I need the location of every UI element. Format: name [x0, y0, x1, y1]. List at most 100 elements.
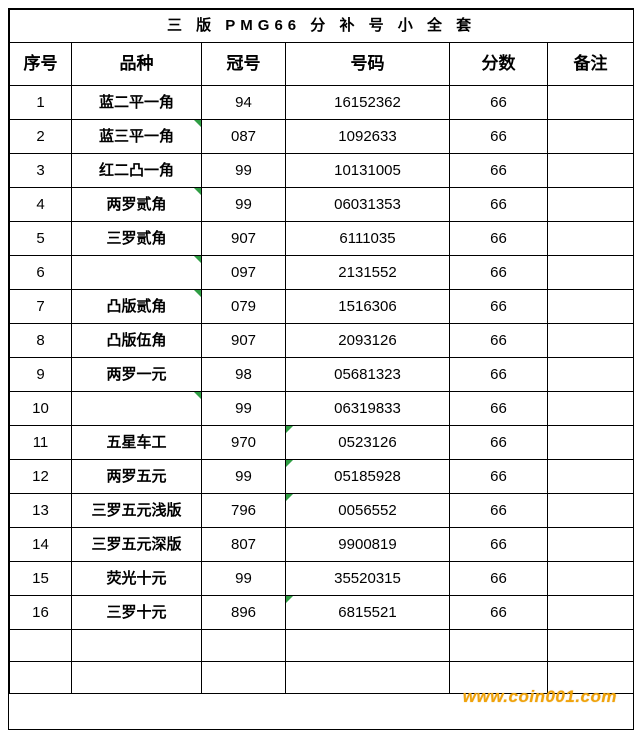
- cell-number-text: 1516306: [338, 298, 397, 315]
- table-row: 7 凸版贰角 079 1516306 66: [9, 289, 635, 324]
- cell-note: [546, 561, 635, 596]
- table-row: 8 凸版伍角 907 2093126 66: [9, 323, 635, 358]
- cell-prefix: 99: [201, 459, 286, 494]
- cell-number: 6815521: [285, 595, 450, 630]
- cell-variety: 三罗五元浅版: [71, 493, 202, 528]
- cell-prefix: 99: [201, 187, 286, 222]
- cell-note: [546, 595, 635, 630]
- cell-index: 6: [9, 255, 72, 290]
- cell-variety: 凸版伍角: [71, 323, 202, 358]
- cell-variety: 五星车工: [71, 425, 202, 460]
- cell-variety-text: 蓝二平一角: [98, 94, 174, 111]
- table-row: 6 097 2131552 66: [9, 255, 635, 290]
- table-row: 16 三罗十元 896 6815521 66: [9, 595, 635, 630]
- cell-variety: 蓝三平一角: [71, 119, 202, 154]
- cell-variety-text: 三罗五元浅版: [91, 502, 182, 519]
- cell-prefix-text: 807: [230, 536, 257, 553]
- cell-prefix-text: 907: [230, 332, 257, 349]
- column-header-index: 序号: [9, 42, 72, 86]
- cell-score-text: 66: [490, 128, 507, 145]
- cell-number: 10131005: [285, 153, 450, 188]
- cell-score: 66: [449, 85, 548, 120]
- cell-index: 16: [9, 595, 72, 630]
- cell-variety: 红二凸一角: [71, 153, 202, 188]
- column-header-prefix: 冠号: [201, 42, 286, 86]
- cell-empty: [9, 629, 72, 662]
- comment-marker-icon: [194, 256, 201, 263]
- cell-number-text: 06319833: [334, 400, 401, 417]
- cell-index: 9: [9, 357, 72, 392]
- cell-prefix: 99: [201, 153, 286, 188]
- cell-prefix: 907: [201, 323, 286, 358]
- cell-variety-text: 蓝三平一角: [98, 128, 174, 145]
- cell-variety-text: 荧光十元: [106, 570, 167, 587]
- table-row: 13 三罗五元浅版 796 0056552 66: [9, 493, 635, 528]
- cell-variety-text: 凸版贰角: [106, 298, 167, 315]
- cell-index: 3: [9, 153, 72, 188]
- cell-variety: 三罗五元深版: [71, 527, 202, 562]
- cell-index: 15: [9, 561, 72, 596]
- cell-number: 6111035: [285, 221, 450, 256]
- cell-score: 66: [449, 459, 548, 494]
- cell-variety-text: 五星车工: [106, 434, 167, 451]
- cell-prefix: 796: [201, 493, 286, 528]
- cell-note: [546, 391, 635, 426]
- comment-marker-icon: [286, 494, 293, 501]
- cell-number: 06319833: [285, 391, 450, 426]
- watermark: www.coin001.com: [462, 687, 617, 706]
- cell-number-text: 16152362: [334, 94, 401, 111]
- cell-variety-text: 两罗一元: [106, 366, 167, 383]
- cell-index-text: 9: [36, 366, 45, 383]
- cell-variety: 三罗十元: [71, 595, 202, 630]
- cell-prefix-text: 94: [235, 94, 252, 111]
- cell-note: [546, 221, 635, 256]
- cell-empty: [71, 629, 202, 662]
- cell-index: 7: [9, 289, 72, 324]
- cell-number: 06031353: [285, 187, 450, 222]
- page-title: 三 版 PMG66 分 补 号 小 全 套: [8, 9, 635, 43]
- cell-score-text: 66: [490, 468, 507, 485]
- cell-index-text: 3: [36, 162, 45, 179]
- cell-prefix-text: 097: [230, 264, 257, 281]
- cell-index-text: 15: [32, 570, 49, 587]
- table-row: 4 两罗贰角 99 06031353 66: [9, 187, 635, 222]
- comment-marker-icon: [194, 188, 201, 195]
- cell-score-text: 66: [490, 196, 507, 213]
- cell-index: 11: [9, 425, 72, 460]
- cell-number-text: 1092633: [338, 128, 397, 145]
- cell-index-text: 6: [36, 264, 45, 281]
- title-row: 三 版 PMG66 分 补 号 小 全 套: [8, 9, 635, 43]
- cell-number: 1092633: [285, 119, 450, 154]
- cell-index-text: 14: [32, 536, 49, 553]
- cell-variety: 三罗贰角: [71, 221, 202, 256]
- cell-index: 10: [9, 391, 72, 426]
- cell-number-text: 35520315: [334, 570, 401, 587]
- cell-note: [546, 493, 635, 528]
- cell-index: 5: [9, 221, 72, 256]
- table-row: 12 两罗五元 99 05185928 66: [9, 459, 635, 494]
- cell-score: 66: [449, 323, 548, 358]
- cell-number-text: 2131552: [338, 264, 397, 281]
- cell-prefix: 896: [201, 595, 286, 630]
- comment-marker-icon: [194, 120, 201, 127]
- cell-index-text: 16: [32, 604, 49, 621]
- cell-number: 16152362: [285, 85, 450, 120]
- cell-empty: [449, 629, 548, 662]
- cell-note: [546, 119, 635, 154]
- cell-empty: [71, 661, 202, 694]
- table-row-empty: [9, 661, 635, 694]
- cell-number-text: 2093126: [338, 332, 397, 349]
- cell-prefix: 94: [201, 85, 286, 120]
- cell-index-text: 5: [36, 230, 45, 247]
- cell-score: 66: [449, 119, 548, 154]
- cell-number: 05681323: [285, 357, 450, 392]
- cell-number-text: 05681323: [334, 366, 401, 383]
- comment-marker-icon: [286, 426, 293, 433]
- cell-variety-text: 红二凸一角: [98, 162, 174, 179]
- column-header-note: 备注: [546, 42, 635, 86]
- cell-number: 0056552: [285, 493, 450, 528]
- cell-index: 14: [9, 527, 72, 562]
- cell-score-text: 66: [490, 264, 507, 281]
- table-row: 10 99 06319833 66: [9, 391, 635, 426]
- cell-index-text: 11: [32, 434, 49, 451]
